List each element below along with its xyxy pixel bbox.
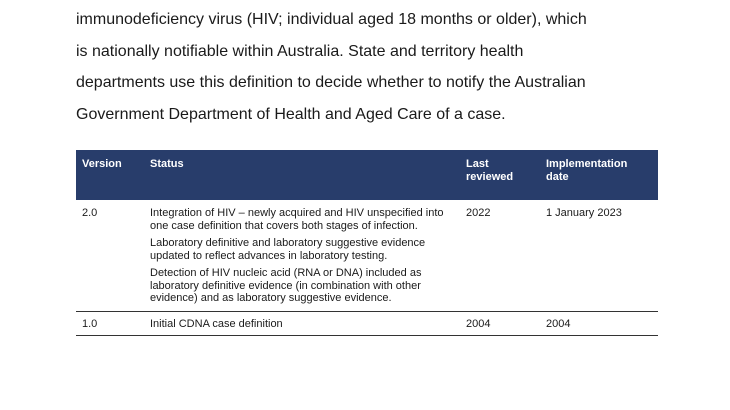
header-version: Version	[76, 150, 144, 200]
intro-line: Government Department of Health and Aged…	[76, 105, 506, 123]
cell-last-reviewed: 2004	[460, 311, 540, 336]
cell-status: Initial CDNA case definition	[144, 311, 460, 336]
table-row: 1.0 Initial CDNA case definition 2004 20…	[76, 311, 658, 336]
intro-paragraph: immunodeficiency virus (HIV; individual …	[76, 4, 716, 130]
cell-implementation-date: 2004	[540, 311, 658, 336]
status-paragraph: Detection of HIV nucleic acid (RNA or DN…	[150, 267, 422, 304]
intro-line: departments use this definition to decid…	[76, 74, 586, 91]
table-row: 2.0 Integration of HIV – newly acquired …	[76, 200, 658, 312]
header-status: Status	[144, 150, 460, 200]
status-paragraph: Integration of HIV – newly acquired and …	[150, 207, 444, 232]
cell-version: 1.0	[76, 311, 144, 336]
version-history-table: Version Status Last reviewed Implementat…	[76, 150, 658, 336]
header-last-reviewed: Last reviewed	[460, 150, 540, 200]
status-paragraph: Laboratory definitive and laboratory sug…	[150, 237, 426, 262]
cell-implementation-date: 1 January 2023	[540, 200, 658, 312]
cell-version: 2.0	[76, 200, 144, 312]
cell-last-reviewed: 2022	[460, 200, 540, 312]
intro-line: immunodeficiency virus (HIV; individual …	[76, 11, 587, 28]
cell-status: Integration of HIV – newly acquired and …	[144, 200, 460, 312]
table-header-row: Version Status Last reviewed Implementat…	[76, 150, 658, 200]
status-paragraph: Initial CDNA case definition	[150, 317, 283, 330]
intro-line: is nationally notifiable within Australi…	[76, 42, 524, 60]
header-implementation-date: Implementation date	[540, 150, 658, 200]
